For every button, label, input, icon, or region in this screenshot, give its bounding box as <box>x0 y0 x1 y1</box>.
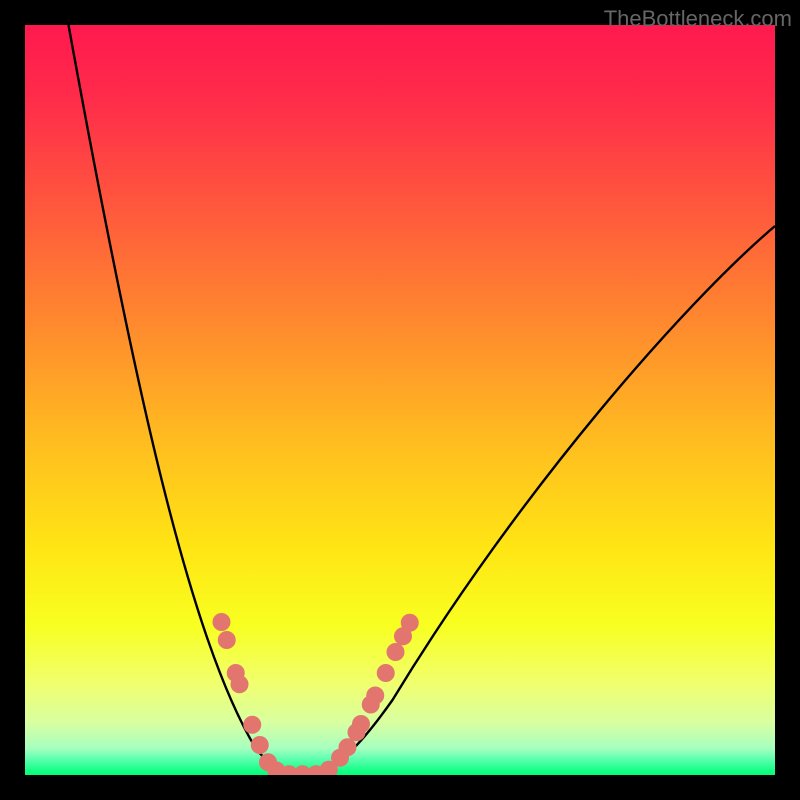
frame-bottom <box>0 775 800 800</box>
curve-dot <box>366 687 384 705</box>
watermark-text: TheBottleneck.com <box>604 6 792 32</box>
curve-dot <box>387 643 405 661</box>
curve-dot <box>231 675 249 693</box>
curve-dot <box>377 664 395 682</box>
plot-background <box>25 25 775 775</box>
curve-dot <box>401 614 419 632</box>
curve-dot <box>339 738 357 756</box>
curve-dot <box>218 631 236 649</box>
frame-right <box>775 0 800 800</box>
curve-dot <box>213 613 231 631</box>
curve-dot <box>352 715 370 733</box>
chart-canvas <box>0 0 800 800</box>
frame-left <box>0 0 25 800</box>
curve-dot <box>243 716 261 734</box>
curve-dot <box>251 736 269 754</box>
